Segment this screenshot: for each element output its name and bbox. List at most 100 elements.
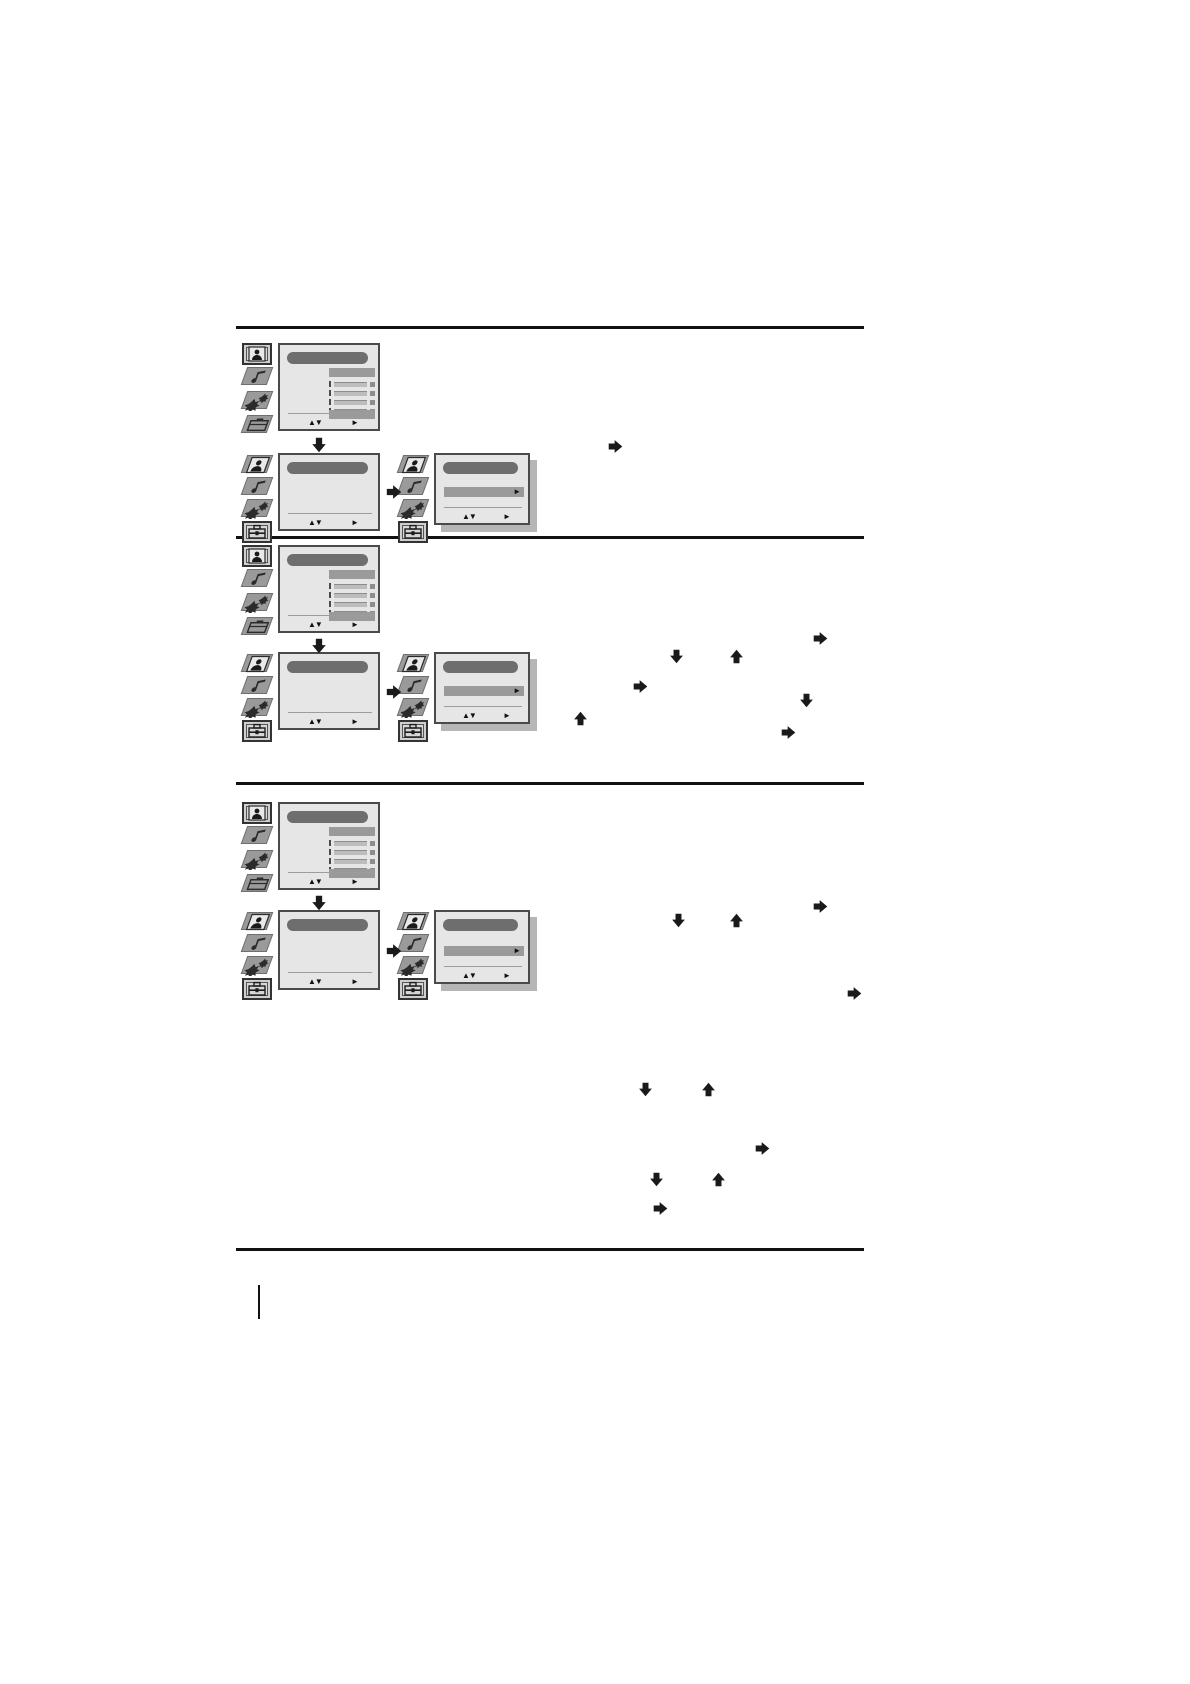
sidebar-tab-effect-icon[interactable] xyxy=(240,593,274,613)
osd-slider-row[interactable] xyxy=(329,840,375,846)
sidebar-tab-sound-icon[interactable] xyxy=(240,826,274,846)
key-arrow-up-b-icon xyxy=(572,710,589,727)
osd-panel[interactable]: ▲▼ ► xyxy=(278,343,380,431)
key-arrow-up-c-icon xyxy=(728,912,745,929)
sidebar-tab-toolbox-icon[interactable] xyxy=(242,521,272,543)
sidebar-tab-picture-icon[interactable] xyxy=(242,545,272,567)
osd-slider-row[interactable] xyxy=(329,399,375,405)
slider-track[interactable] xyxy=(334,583,367,589)
key-arrow-up-e-icon xyxy=(710,1171,727,1188)
sidebar-tab-sound-icon[interactable] xyxy=(240,676,274,696)
osd-footer: ▲▼ ► xyxy=(436,510,532,524)
sidebar-tab-effect-icon[interactable] xyxy=(240,850,274,870)
osd-panel[interactable]: ▲▼ ► xyxy=(278,910,380,990)
osd-selected-option[interactable]: ► xyxy=(444,487,524,497)
osd-highlighted-item[interactable] xyxy=(329,570,375,579)
menu-screen-1b: ▲▼ ► xyxy=(278,453,380,531)
osd-panel[interactable]: ▲▼ ► xyxy=(278,802,380,890)
sidebar-tab-toolbox-icon[interactable] xyxy=(398,978,428,1000)
sidebar-tab-effect-icon[interactable] xyxy=(396,499,430,519)
osd-slider-row[interactable] xyxy=(329,858,375,864)
osd-footer-divider xyxy=(288,615,372,616)
sidebar-tab-sound-icon[interactable] xyxy=(240,477,274,497)
sidebar-tab-toolbox-icon[interactable] xyxy=(242,978,272,1000)
osd-slider-row[interactable] xyxy=(329,583,375,589)
sidebar-tab-effect-icon[interactable] xyxy=(240,956,274,976)
slider-value-box xyxy=(370,849,375,855)
sidebar-tab-sound-icon[interactable] xyxy=(396,477,430,497)
sidebar-tab-sound-icon[interactable] xyxy=(396,934,430,954)
sidebar-tab-picture-icon[interactable] xyxy=(242,802,272,824)
sidebar-tab-picture-icon[interactable] xyxy=(396,455,430,475)
osd-panel[interactable]: ► ▲▼ ► xyxy=(434,652,530,724)
sidebar-tab-picture-icon[interactable] xyxy=(240,455,274,475)
osd-title-bar xyxy=(287,462,368,474)
slider-track[interactable] xyxy=(334,381,367,387)
slider-track[interactable] xyxy=(334,858,367,864)
slider-track[interactable] xyxy=(334,390,367,396)
sidebar-tab-folder-icon[interactable] xyxy=(240,415,274,435)
slider-track[interactable] xyxy=(334,849,367,855)
osd-footer: ▲▼ ► xyxy=(280,715,382,729)
flow-arrow-down-2-icon xyxy=(310,637,328,655)
osd-reset-item[interactable] xyxy=(329,612,375,621)
osd-panel[interactable]: ► ▲▼ ► xyxy=(434,453,530,525)
osd-footer: ▲▼ ► xyxy=(280,416,382,430)
sidebar-tab-toolbox-icon[interactable] xyxy=(398,521,428,543)
osd-panel[interactable]: ▲▼ ► xyxy=(278,453,380,531)
osd-title-bar xyxy=(443,919,518,931)
sidebar-tab-picture-icon[interactable] xyxy=(240,654,274,674)
osd-slider-row[interactable] xyxy=(329,592,375,598)
sidebar-tab-toolbox-icon[interactable] xyxy=(398,720,428,742)
sidebar-tab-folder-icon[interactable] xyxy=(240,617,274,637)
osd-title-bar xyxy=(287,554,368,566)
slider-value-box xyxy=(370,592,375,598)
sidebar-tab-picture-icon[interactable] xyxy=(240,912,274,932)
osd-slider-row[interactable] xyxy=(329,390,375,396)
sidebar-tab-picture-icon[interactable] xyxy=(396,912,430,932)
osd-selected-option[interactable]: ► xyxy=(444,686,524,696)
menu-screen-2b: ▲▼ ► xyxy=(278,652,380,730)
sidebar-tab-effect-icon[interactable] xyxy=(396,956,430,976)
slider-track[interactable] xyxy=(334,601,367,607)
sidebar-tab-folder-icon[interactable] xyxy=(240,874,274,894)
sidebar-tab-sound-icon[interactable] xyxy=(240,569,274,589)
nav-updown-icon: ▲▼ xyxy=(308,518,323,527)
sidebar-tab-effect-icon[interactable] xyxy=(240,391,274,411)
sidebar-tab-sound-icon[interactable] xyxy=(240,367,274,387)
osd-slider-row[interactable] xyxy=(329,601,375,607)
sidebar-tab-effect-icon[interactable] xyxy=(240,698,274,718)
osd-title-bar xyxy=(443,661,518,673)
sidebar-tab-picture-icon[interactable] xyxy=(242,343,272,365)
osd-highlighted-item[interactable] xyxy=(329,368,375,377)
osd-slider-row[interactable] xyxy=(329,381,375,387)
slider-tick xyxy=(329,399,331,405)
nav-right-icon: ► xyxy=(503,711,511,720)
sidebar-tab-picture-icon[interactable] xyxy=(396,654,430,674)
sidebar-tab-toolbox-icon[interactable] xyxy=(242,720,272,742)
sidebar-tab-sound-icon[interactable] xyxy=(240,934,274,954)
slider-value-box xyxy=(370,840,375,846)
osd-selected-option[interactable]: ► xyxy=(444,946,524,956)
osd-footer: ▲▼ ► xyxy=(436,709,532,723)
osd-panel[interactable]: ▲▼ ► xyxy=(278,545,380,633)
flow-arrow-down-3-icon xyxy=(310,894,328,912)
osd-highlighted-item[interactable] xyxy=(329,827,375,836)
osd-footer-divider xyxy=(444,706,522,707)
sidebar-tab-effect-icon[interactable] xyxy=(396,698,430,718)
sidebar-tab-effect-icon[interactable] xyxy=(240,499,274,519)
osd-panel[interactable]: ▲▼ ► xyxy=(278,652,380,730)
slider-track[interactable] xyxy=(334,840,367,846)
osd-reset-item[interactable] xyxy=(329,869,375,878)
page-number-marker xyxy=(258,1285,260,1319)
key-arrow-right-b-icon xyxy=(632,678,649,695)
slider-track[interactable] xyxy=(334,592,367,598)
osd-reset-item[interactable] xyxy=(329,410,375,419)
key-arrow-down-b-icon xyxy=(798,692,815,709)
osd-slider-row[interactable] xyxy=(329,849,375,855)
slider-track[interactable] xyxy=(334,399,367,405)
osd-panel[interactable]: ► ▲▼ ► xyxy=(434,910,530,984)
sidebar-tab-sound-icon[interactable] xyxy=(396,676,430,696)
